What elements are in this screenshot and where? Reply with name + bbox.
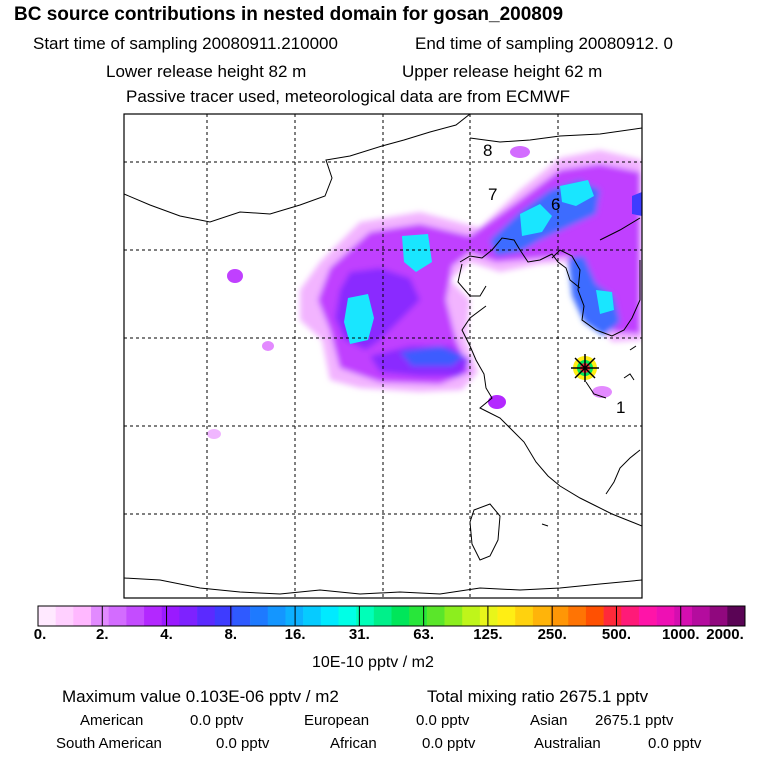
patch-southwest [207, 429, 221, 439]
colorbar-swatch [497, 606, 516, 626]
colorbar-tick-label: 31. [348, 626, 370, 643]
plume-korea-blue [568, 256, 620, 336]
colorbar-swatch [373, 606, 392, 626]
end-time-label: End time of sampling 20080912. 0 [415, 34, 674, 53]
total-mixing-ratio: Total mixing ratio 2675.1 pptv [427, 687, 649, 706]
colorbar-swatch [585, 606, 604, 626]
plot-title: BC source contributions in nested domain… [14, 4, 564, 25]
colorbar-swatch [709, 606, 728, 626]
colorbar-swatch [691, 606, 710, 626]
american-value: 0.0 pptv [190, 712, 244, 729]
patch-north [510, 146, 530, 158]
colorbar-swatch [55, 606, 74, 626]
colorbar-tick-label: 500. [601, 626, 632, 643]
south-american-label: South American [56, 735, 162, 752]
colorbar-swatch [285, 606, 304, 626]
colorbar-swatch [727, 606, 746, 626]
colorbar-swatch [568, 606, 587, 626]
patch-west [227, 269, 243, 283]
african-label: African [330, 735, 377, 752]
lower-release-height: Lower release height 82 m [106, 62, 307, 81]
colorbar-swatch [426, 606, 445, 626]
asian-label: Asian [530, 712, 568, 729]
core-cyan-5 [596, 290, 614, 314]
core-cyan-3 [520, 204, 552, 236]
patch-west-2 [262, 341, 274, 351]
colorbar-swatch [214, 606, 233, 626]
colorbar-swatch [303, 606, 322, 626]
colorbar-swatch [144, 606, 163, 626]
colorbar-swatch [91, 606, 110, 626]
colorbar-frame [37, 605, 746, 627]
colorbar-tick-label: 16. [284, 626, 306, 643]
core-blue-6 [632, 192, 642, 216]
patch-yangtze [488, 395, 506, 409]
core-cyan-4 [560, 180, 594, 206]
african-value: 0.0 pptv [422, 735, 476, 752]
colorbar-tick-label: 8. [224, 626, 238, 643]
colorbar-tick-label: 250. [537, 626, 567, 643]
european-value: 0.0 pptv [416, 712, 470, 729]
receptor-star-icon [571, 354, 599, 382]
lat-lon-grid [124, 114, 642, 598]
colorbar-swatch [108, 606, 127, 626]
max-value-label: Maximum value 0.103E-06 pptv / m2 [62, 687, 339, 706]
colorbar-swatch [479, 606, 498, 626]
colorbar-swatch [161, 606, 180, 626]
colorbar-tick-label: 2000. [706, 626, 744, 643]
colorbar-swatch [391, 606, 410, 626]
map-frame [123, 113, 643, 599]
region-label-7: 7 [488, 185, 497, 204]
colorbar-unit: 10E-10 pptv / m2 [312, 654, 434, 671]
plume-layer [207, 146, 642, 439]
colorbar-tick-label: 4. [160, 626, 173, 643]
australian-label: Australian [534, 735, 601, 752]
region-label-1: 1 [616, 398, 625, 417]
colorbar-swatch [550, 606, 569, 626]
plume-blue-south [400, 346, 464, 366]
colorbar-swatch [73, 606, 92, 626]
colorbar-swatch [356, 606, 375, 626]
australian-value: 0.0 pptv [648, 735, 702, 752]
colorbar-swatch [603, 606, 622, 626]
colorbar-swatch [179, 606, 198, 626]
colorbar-swatch [320, 606, 339, 626]
colorbar [37, 605, 746, 627]
colorbar-swatch [621, 606, 640, 626]
core-cyan-1 [402, 234, 432, 272]
colorbar-swatch [444, 606, 463, 626]
region-label-6: 6 [551, 195, 560, 214]
colorbar-swatch [656, 606, 675, 626]
colorbar-tick-label: 125. [473, 626, 503, 643]
colorbar-tick-label: 63. [413, 626, 435, 643]
colorbar-swatch [515, 606, 534, 626]
region-label-8: 8 [483, 141, 492, 160]
american-label: American [80, 712, 144, 729]
upper-release-height: Upper release height 62 m [402, 62, 603, 81]
colorbar-swatch [638, 606, 657, 626]
colorbar-tick-label: 1000. [661, 626, 700, 643]
colorbar-swatch [250, 606, 269, 626]
colorbar-swatch [38, 606, 56, 626]
colorbar-tick-label: 2. [96, 626, 109, 643]
core-cyan-2 [344, 294, 374, 344]
asian-value: 2675.1 pptv [595, 712, 674, 729]
colorbar-swatch [197, 606, 216, 626]
european-label: European [304, 712, 370, 729]
colorbar-swatch [409, 606, 428, 626]
colorbar-swatch [462, 606, 481, 626]
south-american-value: 0.0 pptv [216, 735, 270, 752]
colorbar-swatch [338, 606, 357, 626]
colorbar-swatch [232, 606, 251, 626]
colorbar-swatch [267, 606, 286, 626]
colorbar-tick-label: 0. [33, 626, 47, 643]
colorbar-swatch [126, 606, 145, 626]
tracer-info: Passive tracer used, meteorological data… [126, 87, 571, 106]
colorbar-swatch [674, 606, 693, 626]
colorbar-swatch [532, 606, 551, 626]
start-time-label: Start time of sampling 20080911.210000 [33, 34, 338, 53]
